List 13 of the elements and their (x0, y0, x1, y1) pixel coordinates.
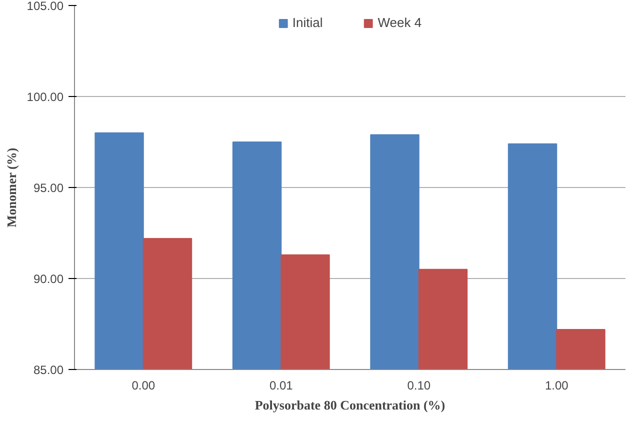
x-axis-title: Polysorbate 80 Concentration (%) (254, 398, 446, 412)
y-axis-title: Monomer (%) (4, 148, 19, 228)
x-tick-label: 0.00 (132, 378, 156, 392)
y-tick-label: 105.00 (26, 0, 64, 13)
y-tick-label: 100.00 (26, 90, 64, 104)
x-tick-label: 0.01 (269, 378, 294, 392)
y-tick-label: 90.00 (33, 272, 64, 286)
y-tick-label: 85.00 (33, 363, 64, 377)
y-tick-label: 95.00 (33, 181, 64, 195)
legend-label: Week 4 (378, 15, 422, 30)
x-tick-label: 1.00 (544, 378, 569, 392)
legend-label: Initial (292, 15, 323, 30)
x-tick-label: 0.10 (407, 378, 431, 392)
